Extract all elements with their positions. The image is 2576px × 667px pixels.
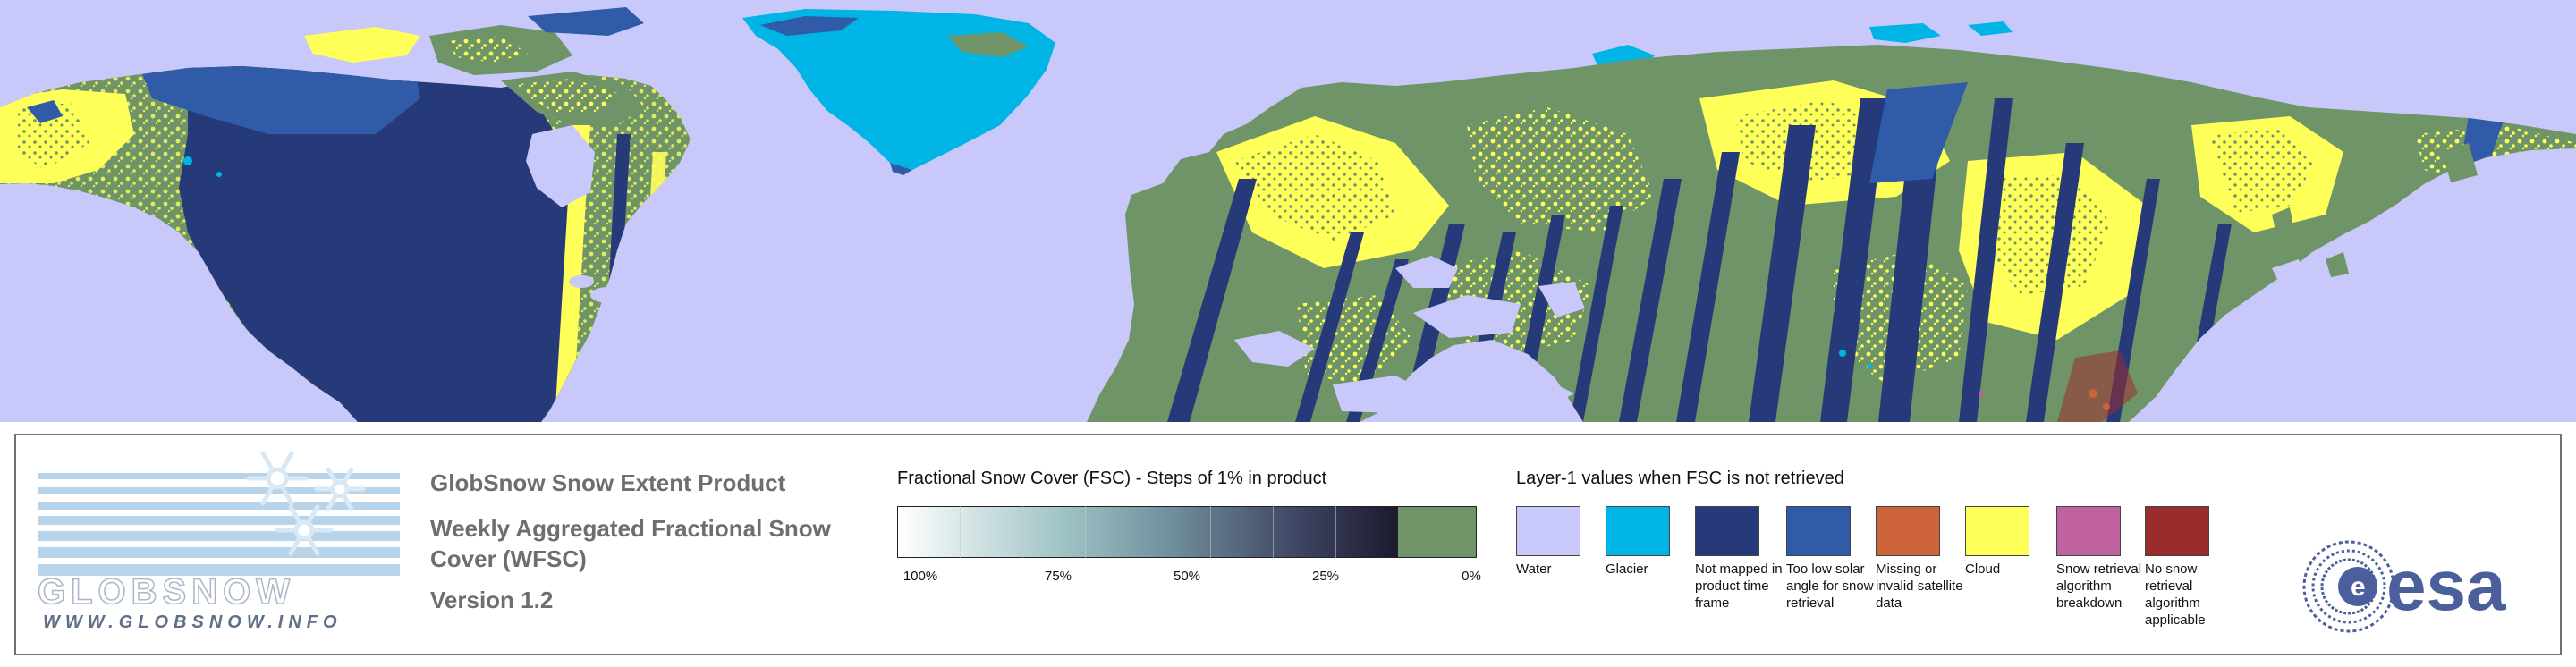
fsc-ramp-step <box>1022 506 1023 558</box>
legend-swatch <box>2056 506 2121 556</box>
legend-label: Not mapped in product time frame <box>1695 561 1783 611</box>
snowflake-icon <box>246 451 366 556</box>
globsnow-logo: GLOBSNOW <box>37 451 400 612</box>
fsc-tick-label: 50% <box>1173 569 1201 584</box>
layer1-legend-heading: Layer-1 values when FSC is not retrieved <box>1516 469 1844 488</box>
fsc-tick-label: 75% <box>1044 569 1072 584</box>
legend-swatch <box>1516 506 1580 556</box>
product-version: Version 1.2 <box>430 587 554 613</box>
legend-swatch <box>1965 506 2029 556</box>
legend-swatch <box>2145 506 2209 556</box>
fsc-tick-label: 25% <box>1311 569 1340 584</box>
esa-logo: e esa <box>2302 540 2506 633</box>
legend-label: Water <box>1516 561 1552 577</box>
fsc-ramp-step <box>1335 506 1336 558</box>
fsc-ramp-step <box>1273 506 1274 558</box>
legend-label: Cloud <box>1965 561 2001 577</box>
legend-swatch <box>1876 506 1940 556</box>
globsnow-wordmark: GLOBSNOW <box>38 572 295 612</box>
esa-wordmark: esa <box>2386 545 2506 625</box>
fsc-tick-label: 0% <box>1462 569 1481 584</box>
globsnow-url[interactable]: WWW.GLOBSNOW.INFO <box>43 612 343 632</box>
legend-label: No snow retrieval algorithm applicable <box>2145 561 2206 628</box>
fsc-ramp-step <box>960 506 961 558</box>
svg-text:e: e <box>2351 572 2366 602</box>
fsc-tick-label: 100% <box>902 569 938 584</box>
fsc-zero-swatch <box>1398 506 1477 558</box>
legend-label: Missing or invalid satellite data <box>1876 561 1963 611</box>
product-title: GlobSnow Snow Extent Product <box>430 469 786 496</box>
product-subtitle: Weekly Aggregated Fractional Snow Cover … <box>430 515 831 572</box>
legend-swatch <box>1786 506 1851 556</box>
fsc-legend-heading: Fractional Snow Cover (FSC) - Steps of 1… <box>897 469 1327 488</box>
snow-cover-map <box>0 0 2576 422</box>
fsc-ramp-step <box>1085 506 1086 558</box>
legend-swatch <box>1606 506 1670 556</box>
legend-swatch <box>1695 506 1759 556</box>
fsc-ramp-step <box>1210 506 1211 558</box>
legend-label: Too low solar angle for snow retrieval <box>1786 561 1874 611</box>
legend-label: Glacier <box>1606 561 1648 577</box>
legend-label: Snow retrieval algorithm breakdown <box>2056 561 2142 611</box>
